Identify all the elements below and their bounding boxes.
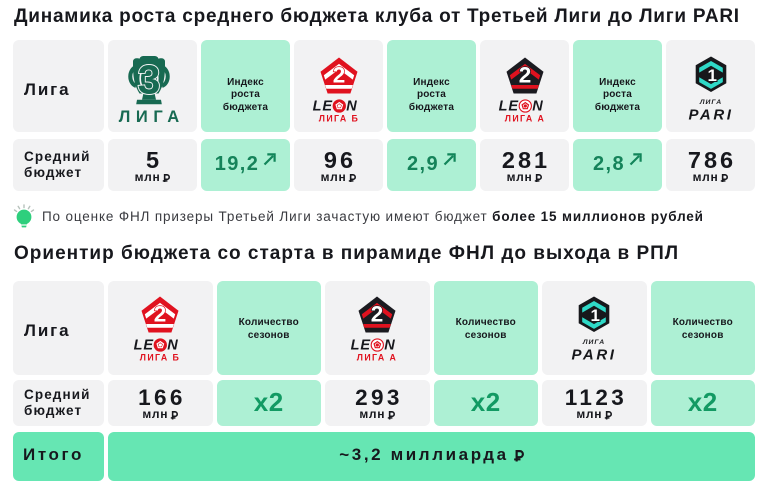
svg-text:2: 2 bbox=[154, 302, 167, 327]
svg-text:1: 1 bbox=[591, 306, 600, 325]
svg-text:ЛИГА: ЛИГА bbox=[698, 99, 721, 106]
svg-text:ЛИГА Б: ЛИГА Б bbox=[318, 113, 358, 123]
svg-text:N: N bbox=[168, 338, 179, 354]
svg-text:LE: LE bbox=[312, 98, 333, 114]
svg-text:PARI: PARI bbox=[688, 107, 733, 121]
svg-text:ЛИГА Б: ЛИГА Б bbox=[140, 353, 180, 363]
svg-text:3: 3 bbox=[138, 56, 161, 102]
svg-text:1: 1 bbox=[707, 66, 716, 85]
svg-text:ЛИГА: ЛИГА bbox=[582, 339, 605, 346]
svg-text:LE: LE bbox=[134, 338, 155, 354]
svg-text:N: N bbox=[346, 98, 357, 114]
svg-text:2: 2 bbox=[332, 62, 345, 87]
svg-text:N: N bbox=[532, 98, 543, 114]
svg-text:2: 2 bbox=[518, 62, 531, 87]
svg-text:N: N bbox=[385, 338, 396, 354]
svg-text:LE: LE bbox=[351, 338, 372, 354]
svg-text:ЛИГА А: ЛИГА А bbox=[357, 353, 397, 363]
svg-text:LE: LE bbox=[498, 98, 519, 114]
svg-text:ЛИГА А: ЛИГА А bbox=[504, 113, 544, 123]
svg-text:2: 2 bbox=[371, 302, 384, 327]
svg-text:PARI: PARI bbox=[572, 346, 617, 360]
